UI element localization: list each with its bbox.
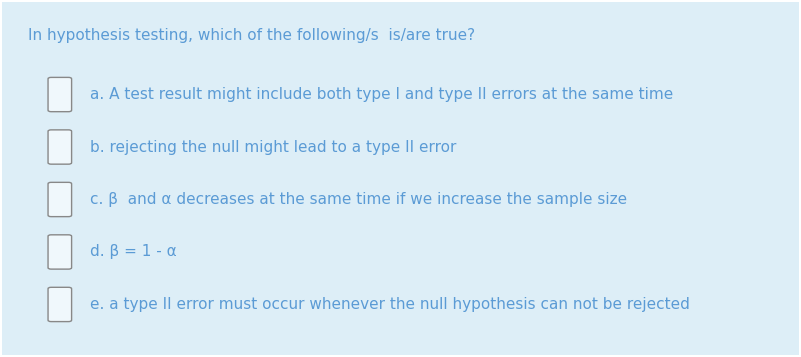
Text: c. β  and α decreases at the same time if we increase the sample size: c. β and α decreases at the same time if… [91, 192, 627, 207]
Text: a. A test result might include both type I and type II errors at the same time: a. A test result might include both type… [91, 87, 674, 102]
FancyBboxPatch shape [48, 287, 71, 322]
FancyBboxPatch shape [48, 235, 71, 269]
Text: e. a type II error must occur whenever the null hypothesis can not be rejected: e. a type II error must occur whenever t… [91, 297, 690, 312]
Text: d. β = 1 - α: d. β = 1 - α [91, 245, 177, 260]
FancyBboxPatch shape [48, 182, 71, 217]
Text: b. rejecting the null might lead to a type II error: b. rejecting the null might lead to a ty… [91, 140, 457, 155]
FancyBboxPatch shape [48, 77, 71, 112]
Text: In hypothesis testing, which of the following/s  is/are true?: In hypothesis testing, which of the foll… [27, 28, 475, 43]
FancyBboxPatch shape [48, 130, 71, 164]
